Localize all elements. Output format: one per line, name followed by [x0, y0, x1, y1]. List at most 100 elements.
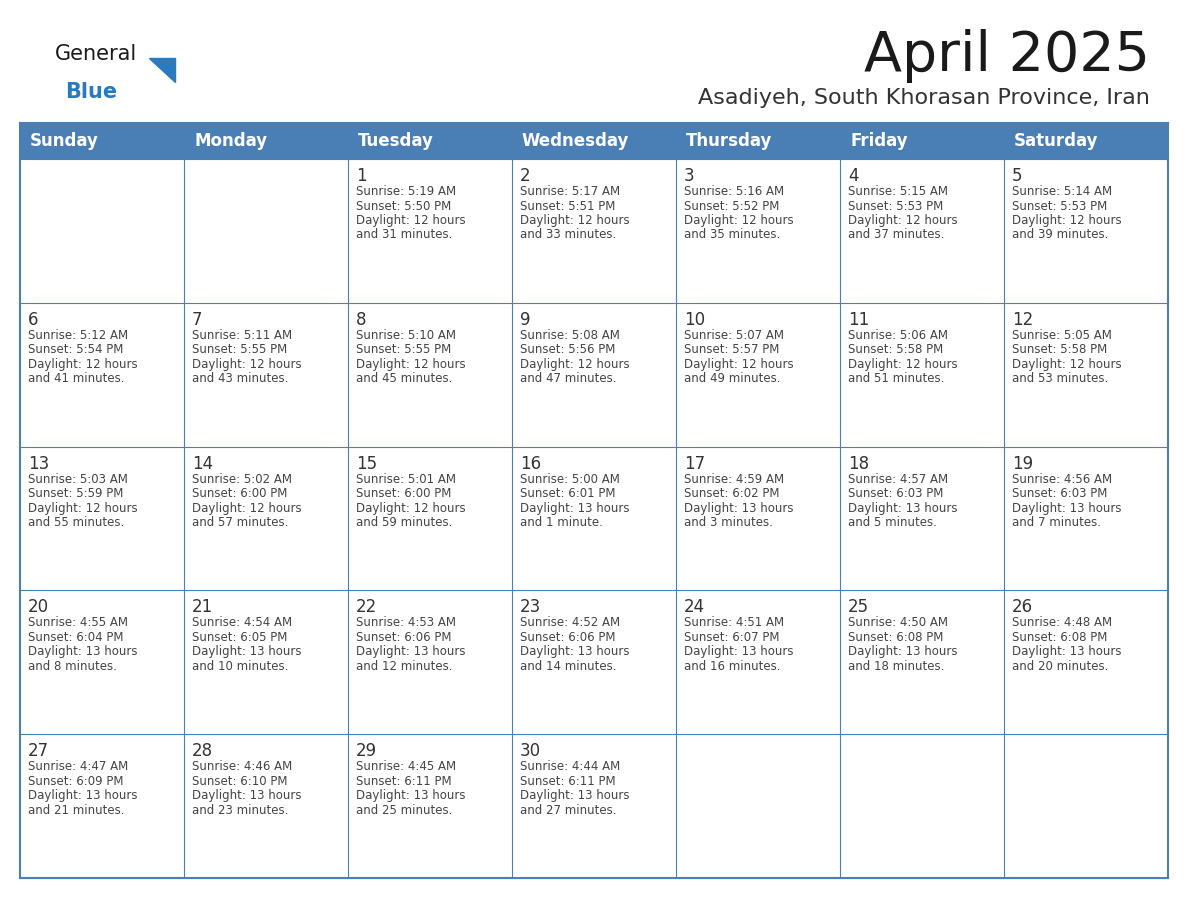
- Text: 26: 26: [1012, 599, 1034, 616]
- Text: Sunrise: 5:10 AM: Sunrise: 5:10 AM: [356, 329, 456, 341]
- Text: Sunrise: 4:47 AM: Sunrise: 4:47 AM: [29, 760, 128, 773]
- Text: Friday: Friday: [849, 132, 908, 150]
- Bar: [1004, 159, 1168, 303]
- Text: and 27 minutes.: and 27 minutes.: [520, 803, 617, 817]
- Text: Sunrise: 5:15 AM: Sunrise: 5:15 AM: [848, 185, 948, 198]
- Text: 6: 6: [29, 311, 38, 329]
- Text: Sunday: Sunday: [30, 132, 99, 150]
- Bar: [840, 590, 1004, 734]
- Text: and 20 minutes.: and 20 minutes.: [1012, 660, 1108, 673]
- Text: Daylight: 12 hours: Daylight: 12 hours: [356, 214, 466, 227]
- Text: Sunrise: 4:59 AM: Sunrise: 4:59 AM: [684, 473, 784, 486]
- Text: Daylight: 12 hours: Daylight: 12 hours: [1012, 214, 1121, 227]
- Text: Sunrise: 5:05 AM: Sunrise: 5:05 AM: [1012, 329, 1112, 341]
- Text: Daylight: 13 hours: Daylight: 13 hours: [520, 645, 630, 658]
- Bar: [20, 590, 184, 734]
- Text: and 57 minutes.: and 57 minutes.: [192, 516, 289, 529]
- Text: Sunset: 6:10 PM: Sunset: 6:10 PM: [192, 775, 287, 788]
- Text: and 18 minutes.: and 18 minutes.: [848, 660, 944, 673]
- Text: Sunrise: 5:06 AM: Sunrise: 5:06 AM: [848, 329, 948, 341]
- Text: and 39 minutes.: and 39 minutes.: [1012, 229, 1108, 241]
- Bar: [676, 303, 840, 446]
- Text: Daylight: 13 hours: Daylight: 13 hours: [520, 501, 630, 515]
- Text: Sunset: 5:53 PM: Sunset: 5:53 PM: [848, 199, 943, 212]
- Text: Sunset: 6:06 PM: Sunset: 6:06 PM: [356, 631, 451, 644]
- Text: 28: 28: [192, 742, 213, 760]
- Text: Sunset: 5:58 PM: Sunset: 5:58 PM: [848, 343, 943, 356]
- Bar: [676, 446, 840, 590]
- Text: Sunrise: 5:01 AM: Sunrise: 5:01 AM: [356, 473, 456, 486]
- Text: Daylight: 12 hours: Daylight: 12 hours: [684, 358, 794, 371]
- Bar: [348, 303, 512, 446]
- Text: General: General: [55, 44, 138, 64]
- Text: Daylight: 12 hours: Daylight: 12 hours: [520, 358, 630, 371]
- Text: Sunrise: 4:45 AM: Sunrise: 4:45 AM: [356, 760, 456, 773]
- Text: Saturday: Saturday: [1015, 132, 1099, 150]
- Bar: [1004, 590, 1168, 734]
- Text: Daylight: 12 hours: Daylight: 12 hours: [520, 214, 630, 227]
- Text: 17: 17: [684, 454, 706, 473]
- Bar: [512, 734, 676, 878]
- Text: 10: 10: [684, 311, 706, 329]
- Text: Daylight: 13 hours: Daylight: 13 hours: [848, 501, 958, 515]
- Polygon shape: [148, 58, 175, 82]
- Text: Sunrise: 4:55 AM: Sunrise: 4:55 AM: [29, 616, 128, 630]
- Text: and 49 minutes.: and 49 minutes.: [684, 373, 781, 386]
- Bar: [840, 734, 1004, 878]
- Bar: [184, 446, 348, 590]
- Text: and 1 minute.: and 1 minute.: [520, 516, 602, 529]
- Text: Sunrise: 5:11 AM: Sunrise: 5:11 AM: [192, 329, 292, 341]
- Text: Sunrise: 4:46 AM: Sunrise: 4:46 AM: [192, 760, 292, 773]
- Text: and 16 minutes.: and 16 minutes.: [684, 660, 781, 673]
- Text: and 14 minutes.: and 14 minutes.: [520, 660, 617, 673]
- Text: Sunrise: 5:08 AM: Sunrise: 5:08 AM: [520, 329, 620, 341]
- Text: 27: 27: [29, 742, 49, 760]
- Bar: [20, 159, 184, 303]
- Text: and 33 minutes.: and 33 minutes.: [520, 229, 617, 241]
- Text: 29: 29: [356, 742, 377, 760]
- Text: Asadiyeh, South Khorasan Province, Iran: Asadiyeh, South Khorasan Province, Iran: [699, 88, 1150, 108]
- Text: Sunrise: 4:50 AM: Sunrise: 4:50 AM: [848, 616, 948, 630]
- Text: and 23 minutes.: and 23 minutes.: [192, 803, 289, 817]
- Text: and 25 minutes.: and 25 minutes.: [356, 803, 453, 817]
- Text: Sunrise: 5:00 AM: Sunrise: 5:00 AM: [520, 473, 620, 486]
- Text: 16: 16: [520, 454, 541, 473]
- Bar: [512, 446, 676, 590]
- Text: 1: 1: [356, 167, 367, 185]
- Text: Sunset: 6:11 PM: Sunset: 6:11 PM: [520, 775, 615, 788]
- Bar: [840, 303, 1004, 446]
- Text: Sunset: 6:09 PM: Sunset: 6:09 PM: [29, 775, 124, 788]
- Bar: [512, 303, 676, 446]
- Text: Sunset: 6:01 PM: Sunset: 6:01 PM: [520, 487, 615, 500]
- Text: Daylight: 13 hours: Daylight: 13 hours: [1012, 645, 1121, 658]
- Text: Daylight: 12 hours: Daylight: 12 hours: [192, 358, 302, 371]
- Text: Sunset: 5:51 PM: Sunset: 5:51 PM: [520, 199, 615, 212]
- Bar: [512, 590, 676, 734]
- Text: 14: 14: [192, 454, 213, 473]
- Text: Sunrise: 4:51 AM: Sunrise: 4:51 AM: [684, 616, 784, 630]
- Text: 8: 8: [356, 311, 367, 329]
- Text: 25: 25: [848, 599, 870, 616]
- Text: Tuesday: Tuesday: [358, 132, 434, 150]
- Text: and 3 minutes.: and 3 minutes.: [684, 516, 773, 529]
- Bar: [184, 590, 348, 734]
- Text: Sunset: 5:53 PM: Sunset: 5:53 PM: [1012, 199, 1107, 212]
- Text: and 47 minutes.: and 47 minutes.: [520, 373, 617, 386]
- Bar: [184, 159, 348, 303]
- Text: 2: 2: [520, 167, 531, 185]
- Text: and 53 minutes.: and 53 minutes.: [1012, 373, 1108, 386]
- Bar: [840, 446, 1004, 590]
- Text: 7: 7: [192, 311, 202, 329]
- Bar: [20, 303, 184, 446]
- Text: Sunset: 5:56 PM: Sunset: 5:56 PM: [520, 343, 615, 356]
- Bar: [184, 734, 348, 878]
- Text: Sunrise: 4:57 AM: Sunrise: 4:57 AM: [848, 473, 948, 486]
- Text: and 55 minutes.: and 55 minutes.: [29, 516, 125, 529]
- Text: and 21 minutes.: and 21 minutes.: [29, 803, 125, 817]
- Bar: [184, 303, 348, 446]
- Bar: [20, 446, 184, 590]
- Text: Sunset: 6:08 PM: Sunset: 6:08 PM: [848, 631, 943, 644]
- Text: Sunset: 6:04 PM: Sunset: 6:04 PM: [29, 631, 124, 644]
- Text: Sunrise: 4:54 AM: Sunrise: 4:54 AM: [192, 616, 292, 630]
- Text: Thursday: Thursday: [685, 132, 772, 150]
